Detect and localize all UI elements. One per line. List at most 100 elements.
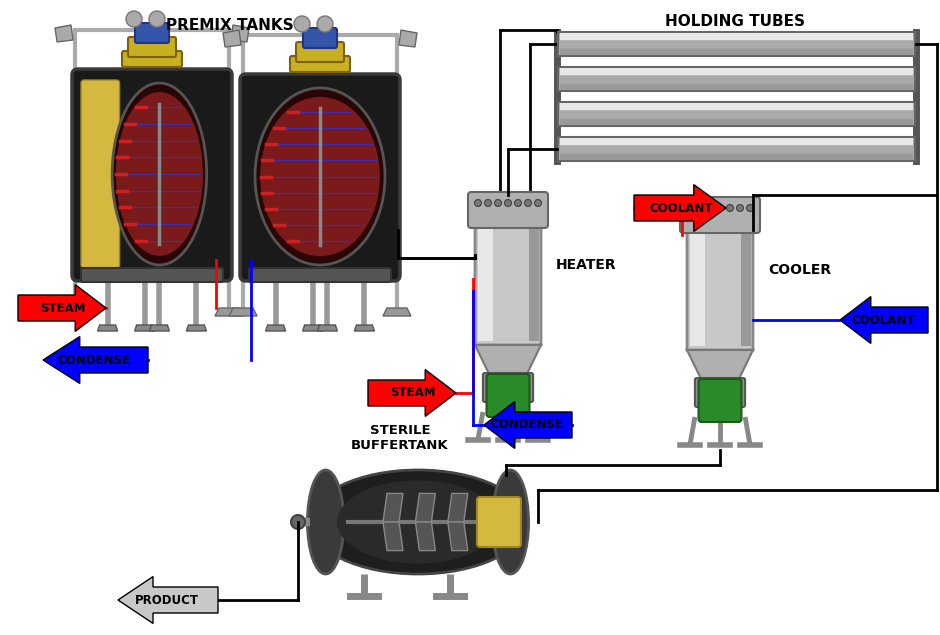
Text: COOLANT: COOLANT xyxy=(851,314,915,326)
Text: HEATER: HEATER xyxy=(556,258,617,272)
FancyBboxPatch shape xyxy=(560,33,913,40)
Text: STEAM: STEAM xyxy=(390,387,436,399)
FancyBboxPatch shape xyxy=(296,42,344,62)
Ellipse shape xyxy=(255,88,385,265)
FancyBboxPatch shape xyxy=(477,497,521,547)
Polygon shape xyxy=(229,308,257,316)
Ellipse shape xyxy=(260,97,380,256)
Ellipse shape xyxy=(116,92,203,256)
Bar xyxy=(690,234,704,346)
Circle shape xyxy=(686,204,694,211)
Bar xyxy=(478,229,493,341)
Polygon shape xyxy=(383,308,411,316)
Bar xyxy=(529,229,539,341)
FancyBboxPatch shape xyxy=(81,268,223,282)
FancyBboxPatch shape xyxy=(687,230,753,350)
Polygon shape xyxy=(447,493,468,522)
Circle shape xyxy=(291,515,305,529)
Polygon shape xyxy=(61,308,89,316)
Circle shape xyxy=(514,199,522,206)
Circle shape xyxy=(716,204,724,211)
Text: STERILE
BUFFERTANK: STERILE BUFFERTANK xyxy=(352,424,448,452)
Polygon shape xyxy=(383,522,403,551)
Circle shape xyxy=(727,204,733,211)
Polygon shape xyxy=(634,185,726,231)
FancyBboxPatch shape xyxy=(558,67,915,91)
FancyBboxPatch shape xyxy=(128,37,176,57)
Text: CONDENSE: CONDENSE xyxy=(491,418,563,432)
Polygon shape xyxy=(484,401,572,448)
FancyBboxPatch shape xyxy=(558,102,915,126)
FancyBboxPatch shape xyxy=(240,74,400,281)
FancyBboxPatch shape xyxy=(249,268,391,282)
Bar xyxy=(741,234,751,346)
Circle shape xyxy=(746,204,754,211)
Ellipse shape xyxy=(112,83,207,265)
Polygon shape xyxy=(118,577,218,624)
FancyBboxPatch shape xyxy=(72,69,232,281)
Ellipse shape xyxy=(307,470,344,574)
Text: COOLANT: COOLANT xyxy=(650,201,713,215)
Polygon shape xyxy=(43,337,148,384)
FancyBboxPatch shape xyxy=(558,137,915,161)
Text: STEAM: STEAM xyxy=(40,302,86,314)
FancyBboxPatch shape xyxy=(560,103,913,110)
Text: CONDENSE: CONDENSE xyxy=(57,354,131,366)
Polygon shape xyxy=(266,325,286,331)
FancyBboxPatch shape xyxy=(468,192,548,228)
Circle shape xyxy=(317,16,333,32)
Polygon shape xyxy=(383,493,403,522)
Ellipse shape xyxy=(310,470,526,574)
Polygon shape xyxy=(318,325,337,331)
Polygon shape xyxy=(134,325,154,331)
FancyBboxPatch shape xyxy=(560,154,913,160)
FancyBboxPatch shape xyxy=(558,32,915,56)
Polygon shape xyxy=(475,345,541,375)
Polygon shape xyxy=(303,325,322,331)
Text: HOLDING TUBES: HOLDING TUBES xyxy=(665,14,805,29)
FancyBboxPatch shape xyxy=(680,197,760,233)
Circle shape xyxy=(535,199,541,206)
FancyBboxPatch shape xyxy=(695,378,745,407)
Circle shape xyxy=(475,199,481,206)
FancyBboxPatch shape xyxy=(290,56,350,72)
FancyBboxPatch shape xyxy=(81,80,119,268)
Text: COOLER: COOLER xyxy=(768,263,831,277)
Polygon shape xyxy=(98,325,118,331)
Circle shape xyxy=(737,204,744,211)
Circle shape xyxy=(494,199,502,206)
FancyBboxPatch shape xyxy=(122,51,182,67)
FancyBboxPatch shape xyxy=(487,374,529,417)
Polygon shape xyxy=(687,350,753,380)
Polygon shape xyxy=(55,25,73,42)
FancyBboxPatch shape xyxy=(560,119,913,125)
Circle shape xyxy=(149,11,165,27)
FancyBboxPatch shape xyxy=(483,373,533,402)
Polygon shape xyxy=(399,30,417,47)
FancyBboxPatch shape xyxy=(698,379,742,422)
FancyBboxPatch shape xyxy=(475,225,541,345)
FancyBboxPatch shape xyxy=(560,138,913,145)
Circle shape xyxy=(126,11,142,27)
Polygon shape xyxy=(186,325,207,331)
Circle shape xyxy=(697,204,703,211)
Polygon shape xyxy=(18,284,106,331)
Polygon shape xyxy=(223,30,241,47)
Polygon shape xyxy=(231,25,249,42)
Polygon shape xyxy=(415,493,435,522)
Circle shape xyxy=(525,199,531,206)
Polygon shape xyxy=(368,370,456,417)
Circle shape xyxy=(294,16,310,32)
FancyBboxPatch shape xyxy=(560,49,913,55)
FancyBboxPatch shape xyxy=(135,23,169,43)
Polygon shape xyxy=(149,325,169,331)
Text: PREMIX TANKS: PREMIX TANKS xyxy=(166,18,294,33)
Polygon shape xyxy=(215,308,243,316)
Polygon shape xyxy=(447,522,468,551)
Polygon shape xyxy=(840,297,928,344)
Ellipse shape xyxy=(493,470,528,574)
Circle shape xyxy=(505,199,511,206)
FancyBboxPatch shape xyxy=(303,28,337,48)
Polygon shape xyxy=(354,325,374,331)
Circle shape xyxy=(484,199,492,206)
